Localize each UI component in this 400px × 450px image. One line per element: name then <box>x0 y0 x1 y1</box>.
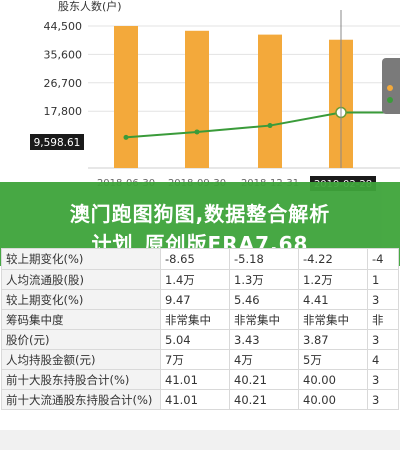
row-label: 股价(元) <box>1 329 161 350</box>
row-label: 人均流通股(股) <box>1 269 161 290</box>
table-cell: 非 <box>367 309 399 330</box>
table-cell: 3.87 <box>298 329 368 350</box>
chart-svg: 股东人数(户)44,50035,60026,70017,8009,598.612… <box>30 0 400 191</box>
y-tick-label: 26,700 <box>44 77 83 90</box>
table-cell: -4.22 <box>298 248 368 270</box>
table-row: 前十大流通股东持股合计(%) 41.01 40.21 40.00 3 <box>1 389 399 410</box>
shareholder-chart: 股东人数(户)44,50035,60026,70017,8009,598.612… <box>0 0 400 192</box>
table-cell: 40.00 <box>298 389 368 410</box>
table-cell: -8.65 <box>160 248 230 270</box>
table-cell: 3.43 <box>229 329 299 350</box>
table-cell: -5.18 <box>229 248 299 270</box>
bar <box>258 34 282 169</box>
line-point <box>267 123 273 129</box>
y-tick-label: 44,500 <box>44 20 83 33</box>
banner-line-1: 澳门跑图狗图,数据整合解析 <box>69 202 331 226</box>
row-label: 较上期变化(%) <box>1 289 161 310</box>
table-row: 人均流通股(股) 1.4万 1.3万 1.2万 1 <box>1 269 399 290</box>
bar <box>114 26 138 168</box>
table-row: 前十大股东持股合计(%) 41.01 40.21 40.00 3 <box>1 369 399 390</box>
table-row: 较上期变化(%) -8.65 -5.18 -4.22 -4 <box>1 248 399 270</box>
table-cell: 1.2万 <box>298 269 368 290</box>
row-label: 较上期变化(%) <box>1 248 161 270</box>
data-table: 较上期变化(%) -8.65 -5.18 -4.22 -4 人均流通股(股) 1.4万 1.3… <box>1 248 399 410</box>
table-cell: 9.47 <box>160 289 230 310</box>
row-label: 人均持股金额(元) <box>1 349 161 370</box>
line-point <box>194 129 200 135</box>
table-row: 人均持股金额(元) 7万 4万 5万 4 <box>1 349 399 370</box>
table-cell: 40.21 <box>229 369 299 390</box>
table-cell: 3 <box>367 369 399 390</box>
table-cell: 7万 <box>160 349 230 370</box>
y-tick-label: 35,600 <box>44 48 83 61</box>
table-cell: 3 <box>367 329 399 350</box>
table-cell: 4万 <box>229 349 299 370</box>
popup-dot-orange <box>387 85 393 91</box>
table-cell: 5.04 <box>160 329 230 350</box>
row-label: 前十大股东持股合计(%) <box>1 369 161 390</box>
tooltip-box <box>30 134 84 150</box>
table-cell: 5万 <box>298 349 368 370</box>
table-cell: 1.3万 <box>229 269 299 290</box>
table-cell: -4 <box>367 248 399 270</box>
y-tick-label: 17,800 <box>44 105 83 118</box>
popup-dot-green <box>387 97 393 103</box>
table-cell: 非常集中 <box>160 309 230 330</box>
bottom-edge <box>0 430 400 450</box>
tooltip-value: 9,598.61 <box>34 137 81 149</box>
table-cell: 非常集中 <box>229 309 299 330</box>
table-cell: 4.41 <box>298 289 368 310</box>
table-cell: 40.21 <box>229 389 299 410</box>
shareholder-table: 较上期变化(%) -8.65 -5.18 -4.22 -4 人均流通股(股) 1.4万 1.3… <box>0 248 400 450</box>
table-cell: 5.46 <box>229 289 299 310</box>
line-point <box>123 134 129 140</box>
table-cell: 非常集中 <box>298 309 368 330</box>
table-cell: 41.01 <box>160 389 230 410</box>
table-row: 筹码集中度 非常集中 非常集中 非常集中非 <box>1 309 399 330</box>
table-cell: 3 <box>367 389 399 410</box>
row-label: 筹码集中度 <box>1 309 161 330</box>
bar <box>185 30 209 169</box>
table-cell: 40.00 <box>298 369 368 390</box>
table-row: 较上期变化(%) 9.47 5.46 4.41 3 <box>1 289 399 310</box>
row-label: 前十大流通股东持股合计(%) <box>1 389 161 410</box>
table-row: 股价(元) 5.04 3.43 3.87 3 <box>1 329 399 350</box>
y-axis-label: 股东人数(户) <box>58 0 122 13</box>
table-cell: 4 <box>367 349 399 370</box>
table-cell: 41.01 <box>160 369 230 390</box>
table-cell: 3 <box>367 289 399 310</box>
table-cell: 1 <box>367 269 399 290</box>
table-cell: 1.4万 <box>160 269 230 290</box>
